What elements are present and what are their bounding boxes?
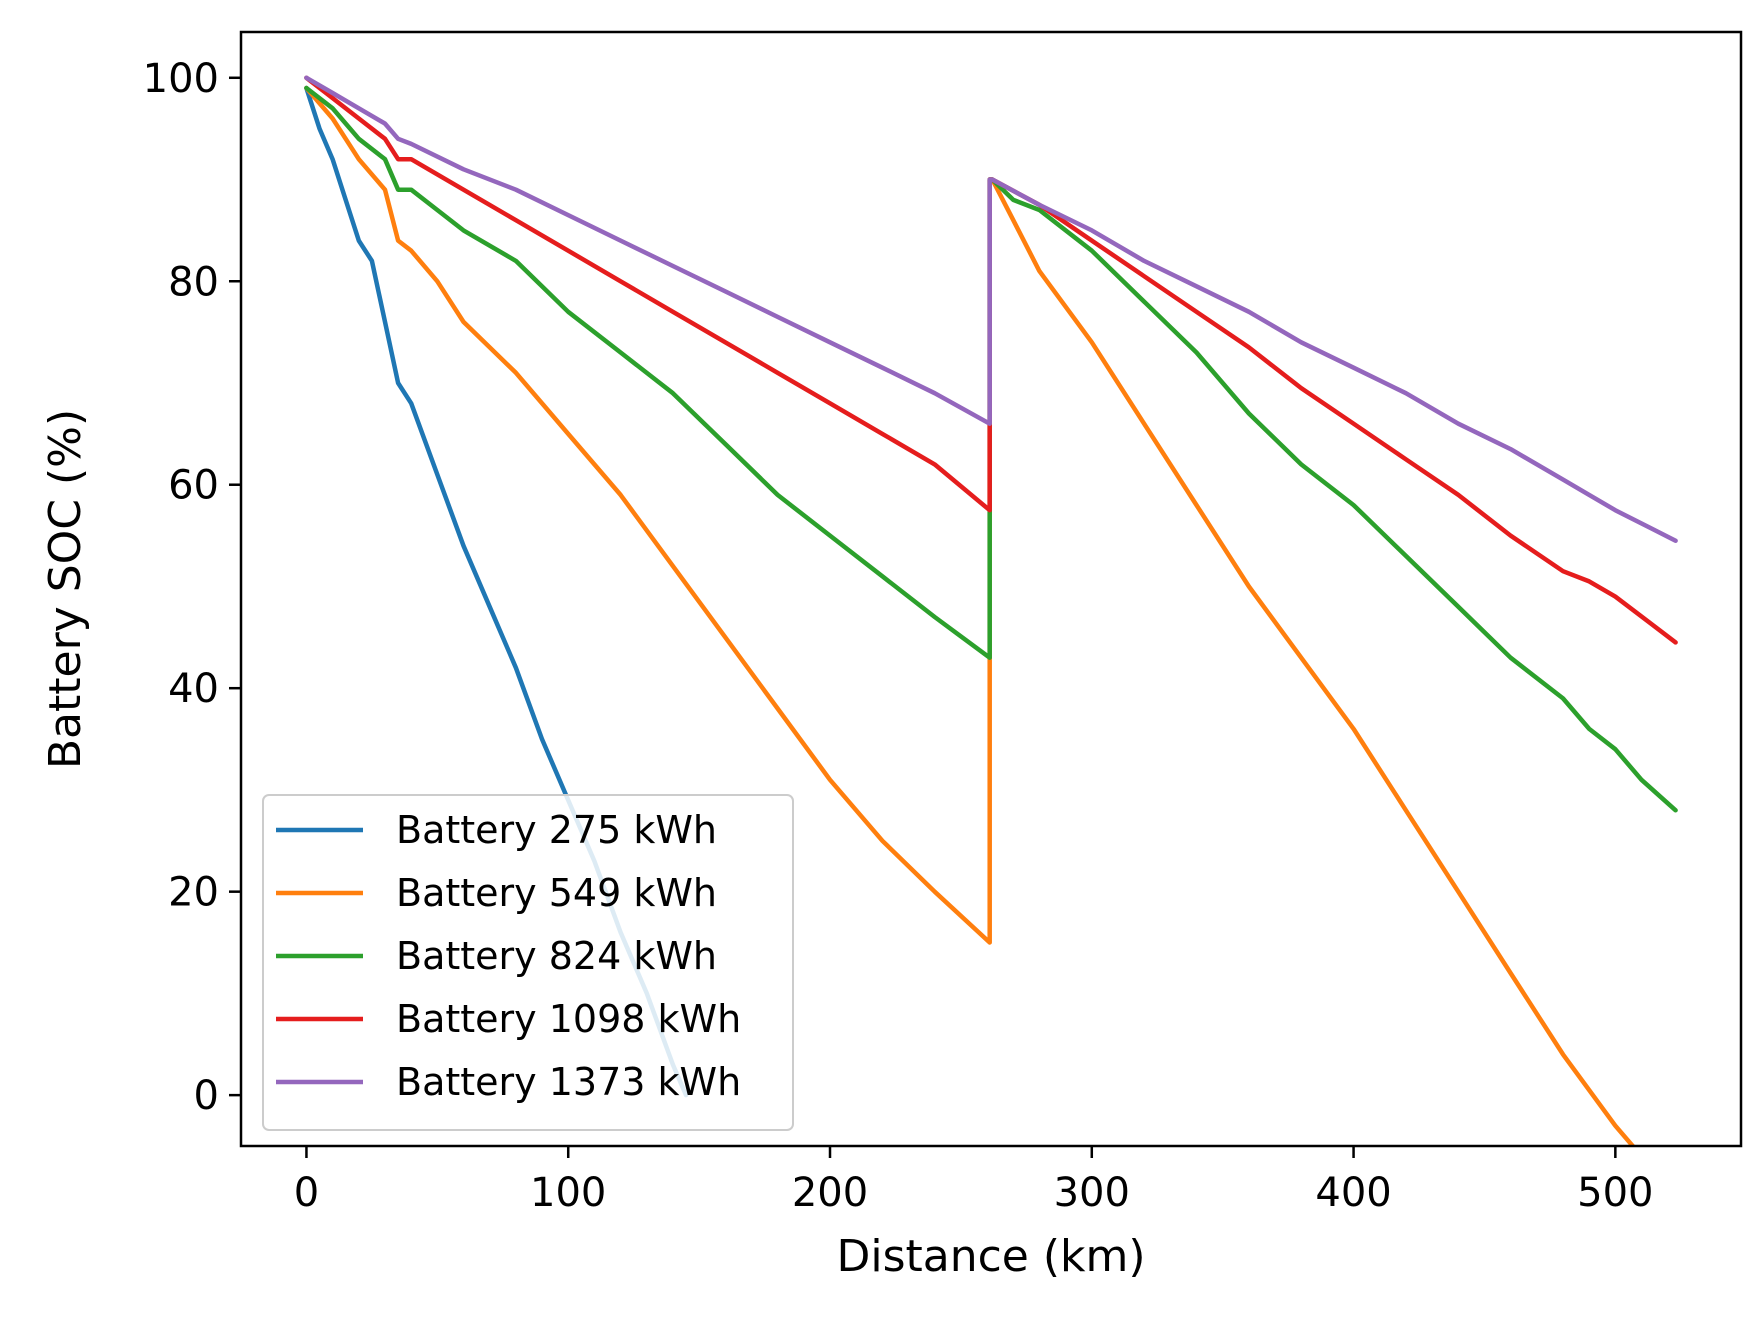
x-tick-label: 200 — [792, 1170, 868, 1216]
legend-label: Battery 1373 kWh — [396, 1060, 741, 1104]
legend-label: Battery 824 kWh — [396, 934, 717, 978]
y-tick-label: 60 — [168, 463, 219, 509]
y-tick-label: 100 — [143, 56, 219, 102]
legend: Battery 275 kWh Battery 549 kWh Battery 82… — [262, 794, 794, 1131]
legend-label: Battery 549 kWh — [396, 871, 717, 915]
x-tick-label: 0 — [294, 1170, 319, 1216]
y-axis-label: Battery SOC (%) — [40, 409, 91, 769]
x-tick-label: 300 — [1054, 1170, 1130, 1216]
y-tick-label: 80 — [168, 259, 219, 305]
x-tick-label: 500 — [1577, 1170, 1653, 1216]
series-layer — [304, 75, 1678, 1146]
y-tick-label: 20 — [168, 870, 219, 916]
legend-label: Battery 1098 kWh — [396, 997, 741, 1041]
legend-label: Battery 275 kWh — [396, 808, 717, 852]
series-line-5 — [304, 75, 1678, 543]
y-axis-ticks: 0 20 40 60 80 100 — [143, 56, 241, 1119]
y-tick-label: 40 — [168, 666, 219, 712]
series-line-4 — [304, 75, 1678, 645]
x-axis-label: Distance (km) — [836, 1231, 1145, 1282]
y-tick-label: 0 — [194, 1073, 219, 1119]
legend-box — [262, 794, 794, 1131]
x-tick-label: 400 — [1315, 1170, 1391, 1216]
plot-area-frame — [239, 30, 1743, 1148]
x-tick-label: 100 — [530, 1170, 606, 1216]
x-axis-ticks: 0 100 200 300 400 500 — [294, 1146, 1654, 1216]
